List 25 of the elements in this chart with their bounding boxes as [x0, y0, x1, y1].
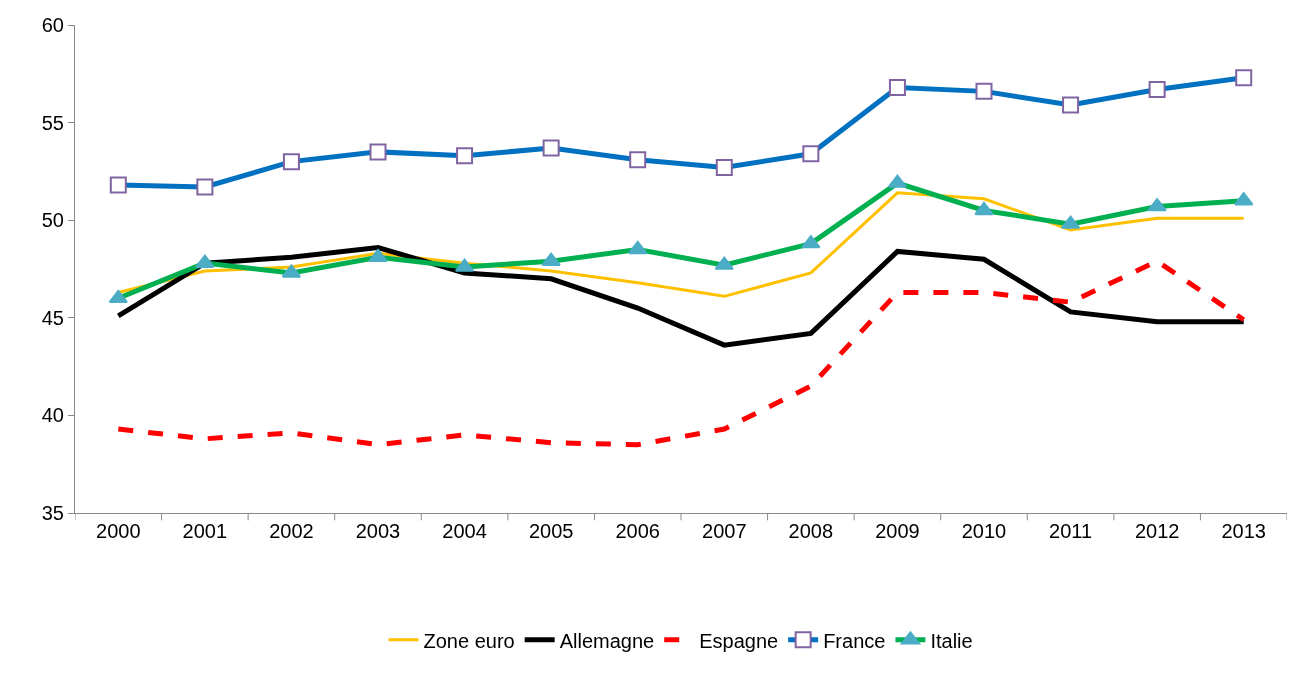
legend-label: Allemagne [559, 629, 655, 652]
legend-label: Zone euro [423, 629, 515, 652]
y-tick-label: 35 [41, 502, 64, 524]
legend-label: Espagne [699, 629, 779, 652]
y-tick-label: 40 [41, 404, 64, 427]
legend-label: France [823, 629, 886, 652]
x-tick-label: 2008 [788, 520, 834, 542]
x-tick-label: 2005 [528, 520, 574, 542]
y-tick-label: 50 [41, 209, 64, 232]
x-tick-label: 2012 [1134, 520, 1180, 542]
y-tick-label: 45 [41, 306, 64, 329]
x-tick-label: 2002 [269, 520, 314, 542]
y-tick-label: 60 [41, 14, 64, 36]
x-tick-label: 2004 [442, 520, 487, 542]
x-tick-label: 2007 [702, 520, 747, 542]
x-tick-label: 2010 [961, 520, 1007, 542]
x-tick-label: 2009 [875, 520, 920, 542]
y-tick-label: 55 [41, 111, 64, 134]
x-tick-label: 2011 [1049, 520, 1093, 542]
x-tick-label: 2006 [615, 520, 660, 542]
x-tick-label: 2003 [355, 520, 401, 542]
x-tick-label: 2001 [182, 520, 228, 542]
legend-label: Italie [930, 629, 973, 652]
x-tick-label: 2013 [1221, 520, 1266, 542]
x-tick-label: 2000 [96, 520, 141, 542]
